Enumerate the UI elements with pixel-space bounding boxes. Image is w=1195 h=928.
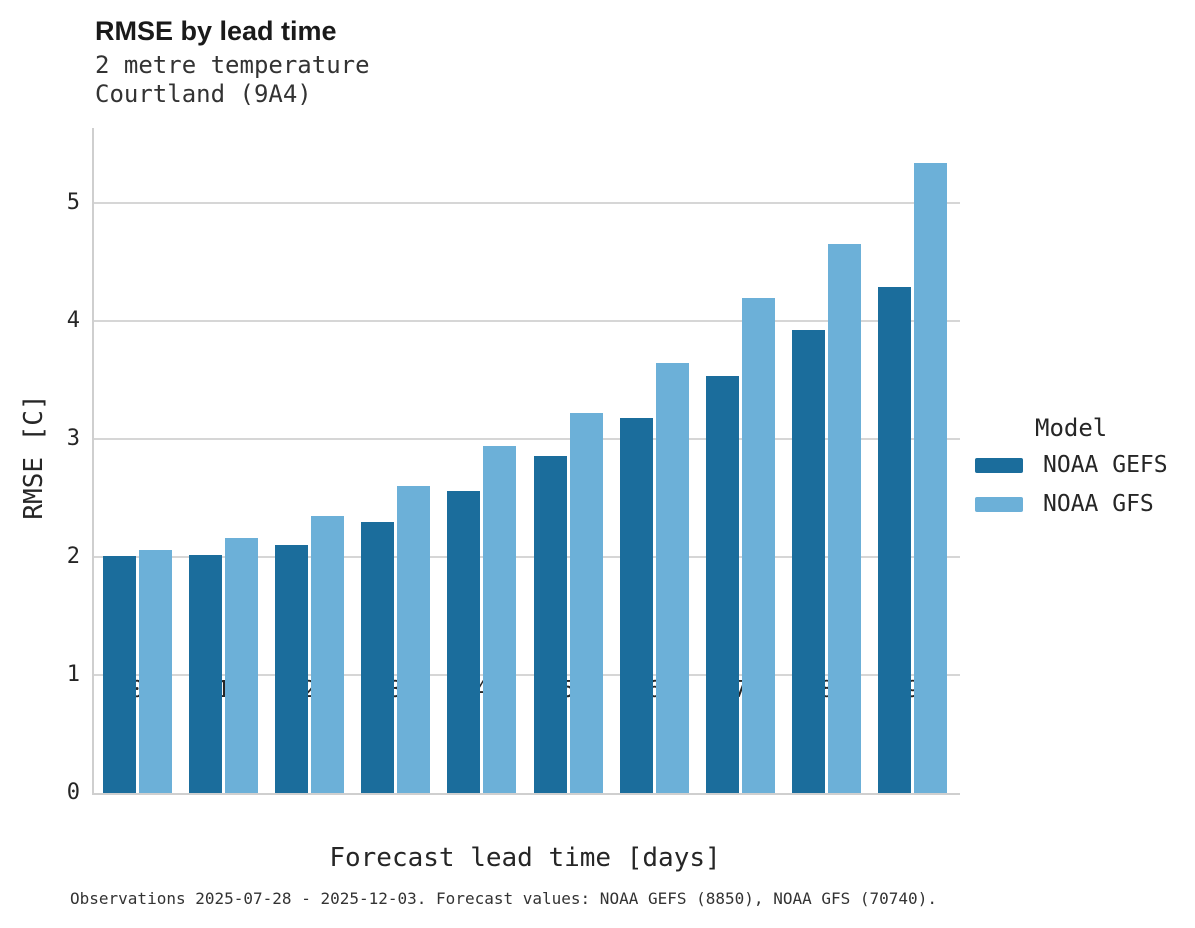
bar-noaa-gfs-day-0	[138, 550, 172, 793]
chart-title: RMSE by lead time	[95, 16, 337, 46]
y-tick-label-3: 3	[66, 426, 80, 452]
bar-noaa-gfs-day-2	[310, 515, 344, 793]
gridline-y-5	[94, 202, 960, 205]
bar-noaa-gefs-day-6	[619, 418, 653, 793]
legend: Model NOAA GEFS NOAA GFS	[975, 414, 1168, 530]
bar-group-day-6	[611, 128, 697, 793]
y-tick-label-2: 2	[66, 544, 80, 570]
chart-subtitle-line2: Courtland (9A4)	[95, 80, 312, 108]
bar-group-day-3	[353, 128, 439, 793]
legend-item-gefs: NOAA GEFS	[975, 452, 1168, 478]
bar-noaa-gefs-day-4	[447, 491, 481, 793]
bar-noaa-gefs-day-7	[705, 375, 739, 793]
legend-title: Model	[1035, 414, 1108, 442]
bar-group-day-2	[266, 128, 352, 793]
bar-noaa-gefs-day-5	[533, 455, 567, 793]
bar-noaa-gefs-day-0	[102, 556, 136, 793]
chart-subtitle-line1: 2 metre temperature	[95, 51, 370, 79]
bar-group-day-0	[94, 128, 180, 793]
y-tick-label-4: 4	[66, 308, 80, 334]
bar-noaa-gfs-day-1	[224, 538, 258, 793]
bar-group-day-9	[870, 128, 956, 793]
bar-noaa-gefs-day-1	[188, 554, 222, 793]
bar-noaa-gfs-day-8	[828, 243, 862, 793]
bar-noaa-gefs-day-3	[361, 521, 395, 793]
gridline-y-1	[94, 674, 960, 677]
y-tick-label-0: 0	[66, 780, 80, 805]
bar-noaa-gfs-day-9	[914, 163, 948, 793]
y-tick-label-5: 5	[66, 190, 80, 216]
gridline-y-2	[94, 556, 960, 559]
bar-group-day-5	[525, 128, 611, 793]
bar-noaa-gefs-day-8	[792, 329, 826, 793]
gfs-color-swatch	[975, 496, 1023, 512]
x-axis-line	[92, 793, 960, 795]
bar-group-day-1	[180, 128, 266, 793]
chart-footnote: Observations 2025-07-28 - 2025-12-03. Fo…	[70, 889, 937, 908]
bar-noaa-gfs-day-3	[397, 486, 431, 793]
bar-group-day-8	[784, 128, 870, 793]
bar-noaa-gfs-day-6	[655, 362, 689, 793]
bar-noaa-gfs-day-5	[569, 413, 603, 793]
legend-item-gfs: NOAA GFS	[975, 491, 1168, 517]
gridline-y-4	[94, 320, 960, 323]
bar-group-day-4	[439, 128, 525, 793]
gefs-color-swatch	[975, 457, 1023, 473]
bar-group-day-7	[697, 128, 783, 793]
plot-area: 0 1 2 3 4 5	[67, 128, 960, 805]
legend-label-gefs: NOAA GEFS	[1043, 452, 1168, 478]
gridline-y-3	[94, 438, 960, 441]
bar-noaa-gefs-day-9	[878, 287, 912, 793]
x-axis-title: Forecast lead time [days]	[329, 843, 721, 873]
bar-noaa-gefs-day-2	[274, 545, 308, 793]
chart-subtitle: 2 metre temperature Courtland (9A4)	[95, 51, 370, 109]
y-axis-spine	[92, 128, 94, 793]
legend-label-gfs: NOAA GFS	[1043, 491, 1154, 517]
y-axis-title: RMSE [C]	[19, 394, 49, 520]
y-tick-label-1: 1	[66, 662, 80, 688]
bar-noaa-gfs-day-4	[483, 446, 517, 793]
bar-noaa-gfs-day-7	[741, 297, 775, 793]
